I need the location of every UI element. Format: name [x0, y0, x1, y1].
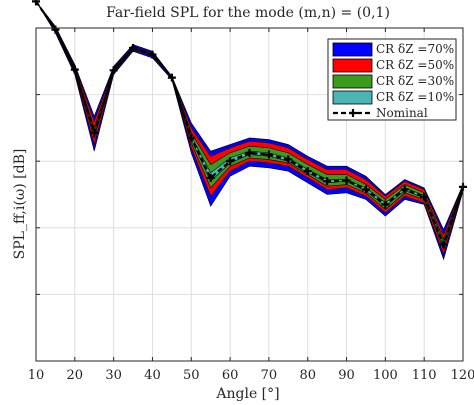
x-tick-label: 80 [299, 368, 316, 383]
legend-marker-sample [349, 109, 357, 117]
x-tick-label: 120 [451, 368, 474, 383]
legend-label: CR δZ =70% [376, 42, 454, 56]
nominal-marker [303, 167, 312, 176]
nominal-marker [342, 176, 351, 185]
nominal-marker [90, 128, 99, 137]
nominal-marker [323, 177, 332, 186]
nominal-marker [439, 240, 448, 249]
legend: CR δZ =70% CR δZ =50% CR δZ =30% CR δZ =10%… [327, 38, 457, 121]
x-tick-label: 70 [261, 368, 278, 383]
legend-label: CR δZ =10% [376, 90, 454, 104]
nominal-marker [245, 148, 254, 157]
y-axis-label: SPL_ff,i(ω) [dB] [12, 149, 28, 260]
nominal-marker [187, 133, 196, 142]
x-tick-label: 10 [28, 368, 45, 383]
nominal-marker [148, 50, 157, 59]
nominal-marker [361, 185, 370, 194]
x-tick-label: 100 [373, 368, 398, 383]
nominal-marker [109, 66, 118, 75]
x-tick-label: 90 [338, 368, 355, 383]
nominal-marker [284, 155, 293, 164]
nominal-marker [206, 173, 215, 182]
nominal-marker [381, 200, 390, 209]
nominal-line [35, 0, 465, 248]
axis-ticks: 10 20 30 40 50 60 70 80 90 100 110 120 [28, 28, 474, 383]
nominal-marker [167, 73, 176, 82]
x-tick-label: 110 [412, 368, 437, 383]
legend-swatch [332, 74, 373, 89]
chart-title: Far-field SPL for the mode (m,n) = (0,1) [106, 5, 390, 21]
legend-label: CR δZ =30% [376, 74, 454, 88]
legend-swatch [332, 58, 373, 73]
plot-frame [35, 27, 464, 362]
nominal-marker [70, 65, 79, 74]
x-tick-label: 40 [144, 368, 161, 383]
legend-label: CR δZ =50% [376, 58, 454, 72]
x-tick-label: 50 [183, 368, 200, 383]
x-tick-label: 30 [105, 368, 122, 383]
nominal-marker [400, 185, 409, 194]
legend-swatch [332, 42, 373, 57]
nominal-marker [32, 0, 40, 6]
x-axis-label: Angle [°] [215, 386, 279, 402]
x-tick-label: 60 [222, 368, 239, 383]
nominal-marker [129, 43, 138, 52]
nominal-marker [226, 157, 235, 166]
legend-swatch [332, 90, 373, 105]
x-tick-label: 20 [67, 368, 84, 383]
legend-label: Nominal [376, 106, 428, 120]
nominal-marker [264, 150, 273, 159]
nominal-marker [51, 25, 60, 34]
nominal-marker [420, 192, 429, 201]
